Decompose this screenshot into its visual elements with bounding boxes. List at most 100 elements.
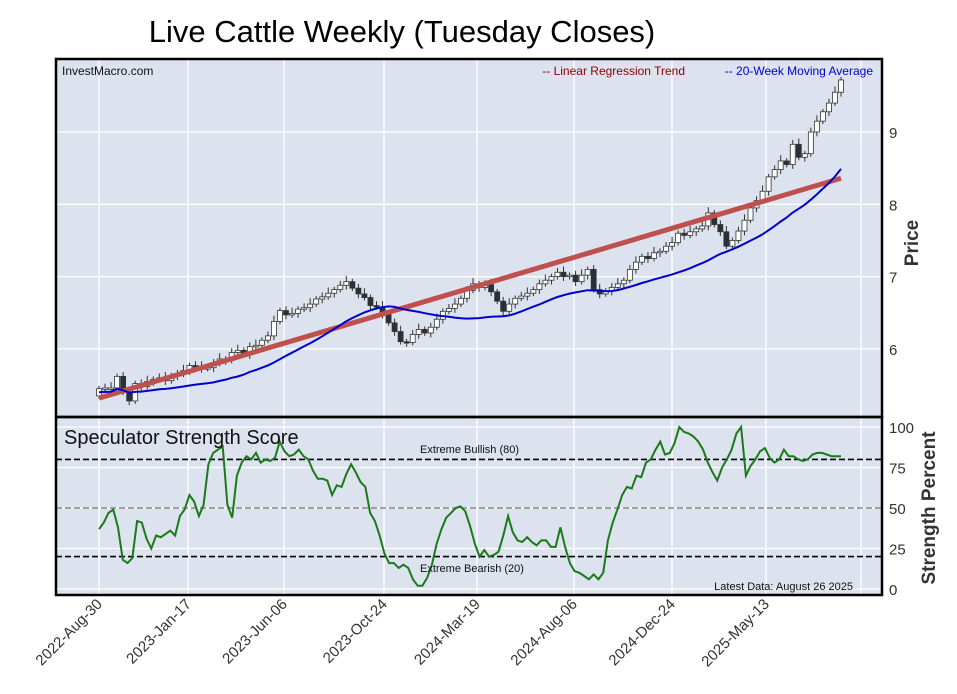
- candle-body: [626, 268, 633, 281]
- candle-body: [675, 232, 682, 244]
- candle-body: [506, 303, 513, 312]
- candle-body: [560, 271, 567, 277]
- candle-body: [777, 160, 784, 170]
- strength-plot-background: [56, 417, 882, 595]
- candle-body: [488, 284, 495, 293]
- price-y-tick: 9: [889, 125, 897, 142]
- candle-body: [337, 284, 344, 291]
- candle-body: [687, 231, 694, 236]
- x-tick-label: 2023-Jun-06: [219, 596, 291, 668]
- candle-body: [717, 224, 724, 233]
- x-tick-label: 2025-May-13: [698, 596, 773, 671]
- strength-y-label: Strength Percent: [919, 431, 940, 585]
- strength-y-tick: 100: [889, 420, 914, 437]
- strength-panel: Speculator Strength Score Extreme Bullis…: [56, 417, 940, 599]
- candle-body: [832, 91, 838, 104]
- candle-body: [681, 232, 688, 236]
- price-y-label: Price: [902, 220, 923, 266]
- candle-body: [518, 295, 525, 299]
- candle-body: [409, 334, 416, 343]
- candle-body: [361, 293, 368, 298]
- strength-y-tick: 0: [889, 582, 897, 599]
- candle-body: [512, 297, 519, 305]
- strength-frame: [54, 415, 884, 597]
- candle-body: [258, 339, 265, 346]
- candle-body: [397, 331, 404, 343]
- candle-body: [729, 240, 736, 247]
- candle-body: [693, 228, 700, 233]
- candle-body: [500, 300, 507, 312]
- price-gridlines: [56, 59, 882, 417]
- candle-body: [494, 291, 501, 302]
- price-plot-background: [56, 59, 882, 417]
- candle-body: [578, 274, 585, 283]
- candle-body: [373, 305, 380, 308]
- candle-body: [735, 230, 742, 241]
- candle-body: [542, 279, 549, 285]
- moving-average-line: [98, 168, 842, 394]
- candle-body: [307, 303, 314, 309]
- strength-y-tick: 50: [889, 501, 906, 518]
- x-tick-label: 2023-Jan-17: [123, 596, 195, 668]
- candle-body: [645, 255, 651, 259]
- chart-title: Live Cattle Weekly (Tuesday Closes): [149, 14, 656, 49]
- candle-body: [433, 318, 440, 328]
- candle-body: [283, 310, 289, 316]
- candle-body: [355, 287, 362, 295]
- candle-body: [669, 242, 675, 247]
- candle-body: [445, 308, 452, 312]
- candle-body: [385, 313, 392, 324]
- price-y-ticks: 6 7 8 9: [889, 125, 897, 359]
- candle-body: [801, 153, 808, 158]
- candle-body: [403, 341, 410, 344]
- strength-y-tick: 25: [889, 542, 906, 559]
- x-tick-label: 2022-Aug-30: [32, 596, 105, 669]
- price-panel: InvestMacro.com -- Linear Regression Tre…: [56, 59, 923, 417]
- candle-body: [271, 321, 277, 337]
- candle-body: [820, 111, 826, 122]
- candle-body: [452, 303, 458, 309]
- latest-data-annotation: Latest Data: August 26 2025: [714, 581, 853, 593]
- candle-body: [723, 231, 730, 247]
- candle-body: [651, 252, 657, 259]
- candle-body: [838, 79, 844, 93]
- candle-body: [632, 261, 639, 270]
- candle-body: [584, 268, 591, 276]
- candle-body: [536, 283, 543, 291]
- candle-body: [325, 292, 332, 298]
- candle-body: [789, 143, 796, 165]
- strength-line: [98, 424, 841, 587]
- strength-y-tick: 75: [889, 461, 906, 478]
- regression-trend-line: [98, 175, 842, 401]
- candle-body: [331, 289, 338, 294]
- x-tick-label: 2024-Aug-06: [507, 596, 580, 669]
- candle-body: [741, 219, 748, 232]
- candle-body: [783, 160, 790, 165]
- strength-y-ticks: 0 25 50 75 100: [889, 420, 914, 599]
- candle-body: [548, 276, 555, 281]
- candle-body: [795, 143, 802, 158]
- x-axis-ticks: 2022-Aug-30 2023-Jan-17 2023-Jun-06 2023-Oc…: [32, 596, 772, 671]
- candle-body: [343, 281, 350, 286]
- price-y-tick: 8: [889, 197, 897, 214]
- x-tick-label: 2023-Oct-24: [320, 596, 391, 667]
- candle-body: [301, 307, 308, 310]
- candle-body: [458, 297, 464, 305]
- candle-body: [349, 281, 356, 289]
- candle-body: [554, 271, 561, 277]
- candle-body: [313, 298, 320, 305]
- candle-body: [614, 283, 621, 288]
- candle-body: [566, 274, 573, 278]
- strength-subtitle: Speculator Strength Score: [64, 427, 299, 449]
- candle-body: [114, 375, 120, 389]
- candle-body: [367, 297, 374, 306]
- legend-regression: -- Linear Regression Trend: [542, 64, 685, 78]
- x-tick-label: 2024-Dec-24: [605, 596, 678, 669]
- candle-body: [572, 274, 579, 283]
- candle-body: [234, 349, 241, 353]
- candle-body: [252, 344, 259, 348]
- candle-body: [265, 335, 271, 341]
- x-tick-label: 2024-Mar-19: [411, 596, 484, 669]
- candle-body: [639, 255, 645, 263]
- candle-body: [295, 308, 301, 314]
